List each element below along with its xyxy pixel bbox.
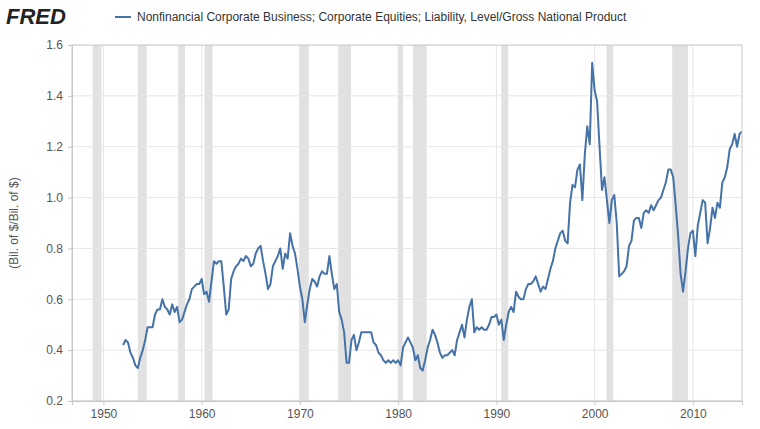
tick-label: 1960 [189, 407, 216, 421]
plot-area [72, 45, 742, 401]
tick: 1.0 [46, 191, 72, 205]
tick-label: 1.2 [46, 140, 63, 154]
grid-line [72, 299, 742, 300]
grid-line [72, 95, 742, 96]
tick-mark [693, 401, 694, 405]
axis-title: (Bil. of $/Bil. of $) [7, 177, 21, 268]
tick-label: 1990 [484, 407, 511, 421]
grid-line [398, 45, 399, 401]
grid-line [72, 350, 742, 351]
recession-band [138, 45, 147, 401]
grid-line [72, 248, 742, 249]
tick-label: 0.2 [46, 394, 63, 408]
grid-line [594, 45, 595, 401]
tick: 1.4 [46, 89, 72, 103]
tick-mark [68, 401, 72, 402]
tick-mark [68, 147, 72, 148]
tick: 1980 [385, 401, 412, 421]
tick-mark [398, 401, 399, 405]
tick-mark [68, 198, 72, 199]
recession-band [413, 45, 427, 401]
tick: 1950 [91, 401, 118, 421]
chart: 0.2 0.4 0.6 0.8 1.0 1.2 1.4 1.6 1950 1960 1970 1980… [0, 0, 760, 429]
tick-label: 1950 [91, 407, 118, 421]
tick-mark [68, 299, 72, 300]
tick: 1970 [287, 401, 314, 421]
axis-line [68, 46, 73, 402]
grid-line [692, 45, 693, 401]
grid-line [72, 197, 742, 198]
tick-mark [68, 96, 72, 97]
recession-band [672, 45, 688, 401]
logo: FRED [6, 4, 66, 29]
recession-band [501, 45, 508, 401]
recession-band [299, 45, 309, 401]
tick-mark [496, 401, 497, 405]
tick-label: 0.8 [46, 242, 63, 256]
tick-label: 2000 [582, 407, 609, 421]
series-line [123, 63, 742, 371]
tick-mark [68, 45, 72, 46]
tick: 0.4 [46, 343, 72, 357]
tick-label: 0.4 [46, 343, 63, 357]
tick-label: 0.6 [46, 293, 63, 307]
grid [72, 45, 742, 401]
tick: 1990 [484, 401, 511, 421]
grid-line [72, 146, 742, 147]
tick-label: 1.0 [46, 191, 63, 205]
tick-label: 1.4 [46, 89, 63, 103]
grid-line [103, 45, 104, 401]
tick: 0.8 [46, 242, 72, 256]
recession-band [178, 45, 185, 401]
grid-line [201, 45, 202, 401]
tick-mark [300, 401, 301, 405]
grid-line [496, 45, 497, 401]
tick-label: 1.6 [46, 38, 63, 52]
tick-label: 2010 [680, 407, 707, 421]
tick-mark [595, 401, 596, 405]
tick-mark [202, 401, 203, 405]
tick-mark [103, 401, 104, 405]
tick: 2000 [582, 401, 609, 421]
tick: 1.2 [46, 140, 72, 154]
tick-label: 1980 [385, 407, 412, 421]
recessions [93, 45, 688, 401]
tick: 2010 [680, 401, 707, 421]
tick: 1.6 [46, 38, 72, 52]
tick-mark [68, 248, 72, 249]
plot-frame [72, 45, 742, 401]
legend-label: Nonfinancial Corporate Business; Corpora… [137, 10, 627, 24]
recession-band [93, 45, 102, 401]
legend-swatch [115, 16, 131, 18]
tick-label: 1970 [287, 407, 314, 421]
tick: 0.2 [46, 394, 72, 408]
recession-band [205, 45, 213, 401]
axis-line [73, 402, 743, 406]
plot [72, 45, 742, 401]
tick-mark [68, 350, 72, 351]
grid-line [299, 45, 300, 401]
y-axis: 0.2 0.4 0.6 0.8 1.0 1.2 1.4 1.6 [46, 38, 72, 408]
tick: 0.6 [46, 293, 72, 307]
x-axis: 1950 1960 1970 1980 1990 2000 2010 [73, 401, 743, 421]
tick: 1960 [189, 401, 216, 421]
